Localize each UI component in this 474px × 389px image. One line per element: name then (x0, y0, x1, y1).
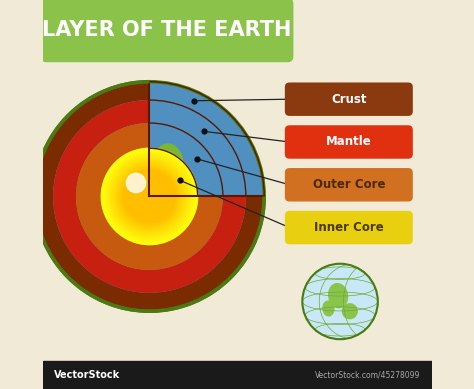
Wedge shape (101, 148, 198, 245)
Ellipse shape (323, 301, 334, 316)
Circle shape (111, 158, 188, 235)
Text: VectorStock: VectorStock (54, 370, 120, 380)
Wedge shape (76, 123, 223, 270)
Text: VectorStock.com/45278099: VectorStock.com/45278099 (314, 370, 420, 380)
Ellipse shape (328, 284, 347, 308)
Text: Crust: Crust (331, 93, 366, 106)
Ellipse shape (342, 304, 357, 319)
Ellipse shape (108, 211, 160, 283)
Circle shape (118, 165, 181, 228)
Text: Mantle: Mantle (326, 135, 372, 149)
FancyBboxPatch shape (285, 82, 413, 116)
Circle shape (120, 168, 178, 225)
Text: Outer Core: Outer Core (312, 178, 385, 191)
FancyBboxPatch shape (41, 0, 293, 62)
Ellipse shape (72, 196, 95, 228)
FancyBboxPatch shape (285, 168, 413, 202)
Ellipse shape (155, 144, 182, 179)
Circle shape (109, 156, 191, 237)
Circle shape (116, 163, 183, 230)
Text: LAYER OF THE EARTH: LAYER OF THE EARTH (42, 20, 292, 40)
Bar (43, 361, 431, 389)
FancyBboxPatch shape (285, 211, 413, 244)
FancyBboxPatch shape (285, 125, 413, 159)
Circle shape (35, 82, 264, 311)
Circle shape (302, 264, 378, 339)
Wedge shape (53, 100, 246, 293)
Circle shape (127, 173, 146, 193)
Circle shape (113, 160, 186, 233)
Text: Inner Core: Inner Core (314, 221, 384, 234)
Circle shape (101, 148, 198, 245)
Wedge shape (35, 82, 264, 311)
Ellipse shape (77, 148, 105, 198)
Circle shape (106, 153, 193, 240)
Circle shape (123, 170, 176, 223)
Circle shape (104, 151, 195, 242)
